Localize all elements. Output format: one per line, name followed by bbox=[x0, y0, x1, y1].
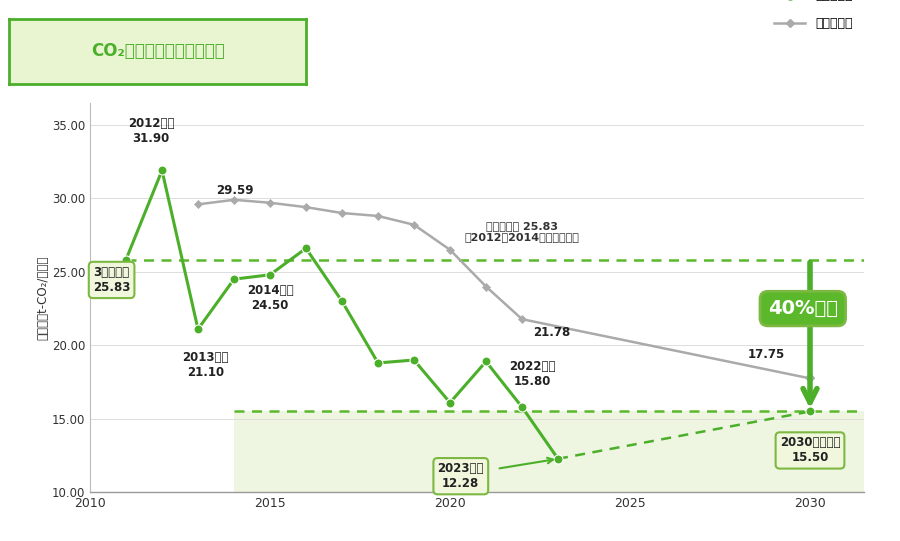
Text: 3年度平均
25.83: 3年度平均 25.83 bbox=[93, 266, 130, 294]
Y-axis label: 原単位（t-CO₂/億円）: 原単位（t-CO₂/億円） bbox=[36, 255, 49, 340]
Text: 2030年度目標
15.50: 2030年度目標 15.50 bbox=[779, 437, 841, 465]
Text: 17.75: 17.75 bbox=[748, 348, 786, 361]
Legend: 当社排出量, 日建連調査: 当社排出量, 日建連調査 bbox=[769, 0, 858, 35]
Text: 当社基準値 25.83
（2012～2014年度平均値）: 当社基準値 25.83 （2012～2014年度平均値） bbox=[464, 221, 580, 242]
Text: 2023年度
12.28: 2023年度 12.28 bbox=[437, 462, 484, 490]
Text: 40%削減: 40%削減 bbox=[768, 299, 838, 318]
Text: 2022年度
15.80: 2022年度 15.80 bbox=[509, 360, 556, 388]
Polygon shape bbox=[234, 412, 864, 492]
Text: 2013年度
21.10: 2013年度 21.10 bbox=[182, 351, 229, 379]
Text: 2014年度
24.50: 2014年度 24.50 bbox=[247, 283, 293, 312]
Text: 2012年度
31.90: 2012年度 31.90 bbox=[128, 117, 175, 146]
Text: 29.59: 29.59 bbox=[216, 184, 254, 197]
Text: 21.78: 21.78 bbox=[533, 326, 570, 339]
Text: CO₂排出量推移と削減目標: CO₂排出量推移と削減目標 bbox=[91, 42, 224, 61]
